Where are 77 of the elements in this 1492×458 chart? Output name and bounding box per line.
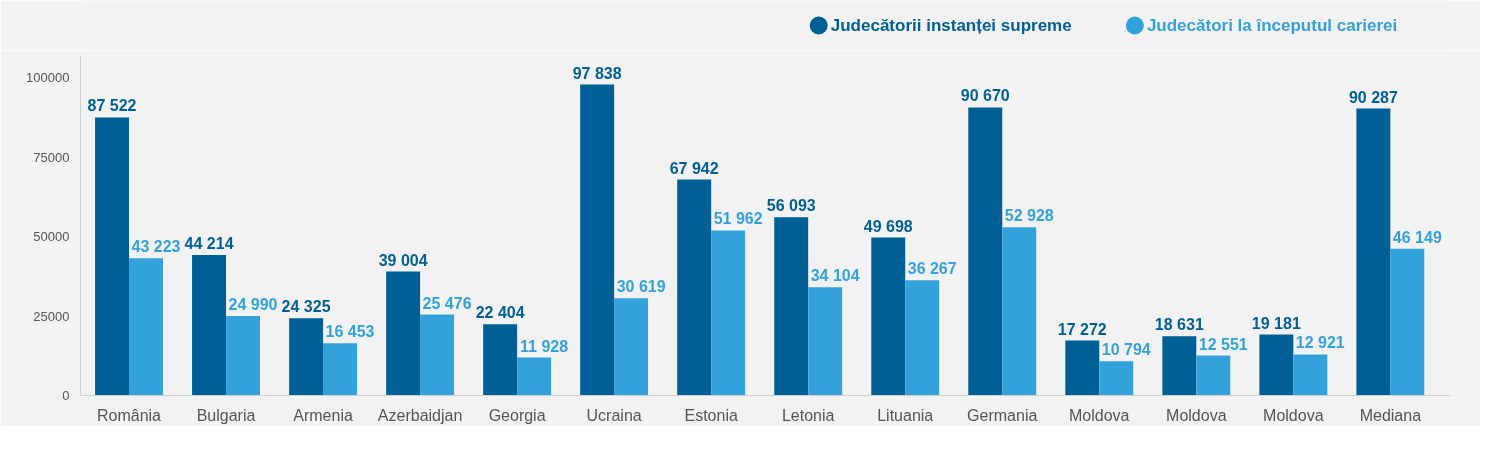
- data-label: 90 670: [960, 87, 1010, 105]
- data-label: 97 838: [572, 64, 622, 82]
- data-label: 87 522: [87, 97, 137, 115]
- bar: [1259, 334, 1294, 396]
- bar: [871, 237, 906, 396]
- data-label: 16 453: [325, 323, 375, 341]
- bar: [774, 217, 809, 396]
- bar: [580, 84, 615, 396]
- data-label: 11 928: [520, 337, 569, 355]
- x-tick-label: Ucraina: [586, 406, 642, 424]
- bar: [1162, 336, 1197, 396]
- data-label: 25 476: [422, 294, 472, 312]
- bar: [1099, 361, 1134, 396]
- x-tick-label: Moldova: [1263, 406, 1324, 424]
- data-label: 30 619: [616, 278, 666, 296]
- data-label: 36 267: [907, 260, 957, 278]
- x-tick-label: Armenia: [293, 406, 353, 424]
- data-label: 90 287: [1348, 88, 1398, 106]
- data-label: 56 093: [766, 197, 816, 215]
- bar: [1293, 354, 1328, 396]
- bar: [289, 318, 324, 396]
- bar: [1065, 340, 1100, 396]
- x-tick-label: Mediana: [1359, 406, 1422, 424]
- data-label: 67 942: [669, 159, 719, 177]
- bar: [95, 117, 130, 396]
- y-tick-label: 75000: [33, 149, 70, 165]
- x-tick-label: Moldova: [1069, 406, 1130, 424]
- bar: [677, 179, 712, 396]
- data-label: 34 104: [810, 267, 860, 285]
- data-label: 39 004: [378, 251, 428, 269]
- bar: [968, 107, 1003, 396]
- bar: [1390, 248, 1425, 396]
- data-label: 24 990: [228, 296, 278, 314]
- data-label: 17 272: [1057, 320, 1107, 338]
- y-tick-label: 100000: [26, 70, 70, 86]
- bar: [1356, 108, 1391, 396]
- data-label: 51 962: [713, 210, 763, 228]
- bar: [483, 324, 518, 396]
- bar: [711, 230, 746, 396]
- bar: [1002, 227, 1037, 396]
- y-tick-label: 25000: [33, 308, 70, 324]
- x-tick-label: România: [97, 406, 162, 424]
- data-label: 43 223: [131, 238, 181, 256]
- data-label: 22 404: [475, 304, 525, 322]
- data-label: 46 149: [1392, 228, 1442, 246]
- bar: [614, 298, 649, 396]
- x-tick-label: Azerbaidjan: [377, 406, 463, 424]
- x-tick-label: Lituania: [877, 406, 934, 424]
- data-label: 19 181: [1251, 314, 1301, 332]
- bar: [386, 271, 421, 396]
- data-label: 52 928: [1004, 207, 1054, 225]
- bar: [517, 357, 552, 396]
- data-label: 18 631: [1154, 316, 1204, 334]
- x-tick-label: Letonia: [781, 406, 835, 424]
- bar: [192, 255, 227, 396]
- bar: [808, 287, 843, 396]
- legend-label: Judecători la începutul carierei: [1146, 16, 1398, 35]
- y-tick-label: 0: [62, 388, 70, 403]
- bar: [905, 280, 940, 396]
- legend-label: Judecătorii instanței supreme: [830, 16, 1072, 35]
- bar: [226, 316, 260, 396]
- data-label: 44 214: [184, 235, 234, 253]
- x-tick-label: Georgia: [488, 406, 546, 424]
- data-label: 49 698: [863, 217, 913, 235]
- bar: [1196, 355, 1231, 396]
- bar: [129, 258, 163, 396]
- x-tick-label: Bulgaria: [196, 406, 256, 424]
- y-tick-label: 50000: [33, 229, 70, 245]
- bar: [323, 343, 358, 396]
- x-tick-label: Estonia: [684, 406, 738, 424]
- x-tick-label: Germania: [967, 406, 1038, 424]
- data-label: 12 551: [1198, 335, 1248, 353]
- data-label: 10 794: [1101, 341, 1151, 359]
- bar: [420, 314, 455, 396]
- x-tick-label: Moldova: [1166, 406, 1227, 424]
- data-label: 24 325: [281, 298, 331, 316]
- data-label: 12 921: [1295, 334, 1345, 352]
